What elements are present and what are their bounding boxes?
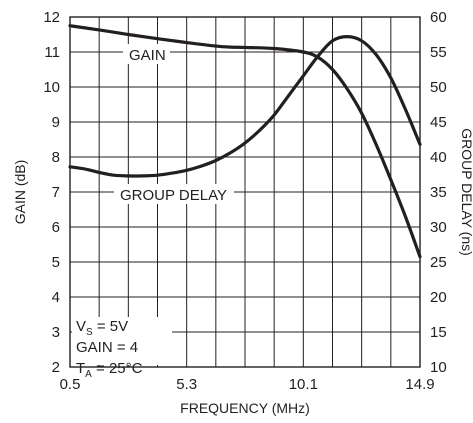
- condition-ta: TA = 25°C: [76, 360, 143, 380]
- condition-gain: GAIN = 4: [76, 339, 138, 356]
- y-axis-right-label: GROUP DELAY (ns): [459, 128, 473, 256]
- group-delay-annotation-bg: [114, 184, 234, 204]
- y-right-tick-label: 35: [430, 184, 447, 201]
- y-axis-left-label: GAIN (dB): [12, 160, 28, 225]
- y-right-tick-label: 40: [430, 149, 447, 166]
- y-left-tick-label: 11: [44, 44, 60, 61]
- y-right-tick-label: 45: [430, 114, 447, 131]
- condition-vs: VS = 5V: [76, 318, 128, 338]
- group-delay-series-line: [68, 35, 422, 178]
- conditions-bg: [72, 317, 172, 365]
- y-left-tick-label: 8: [52, 149, 60, 166]
- y-left-tick-label: 10: [43, 79, 60, 96]
- y-right-tick-label: 25: [430, 254, 447, 271]
- y-left-tick-label: 7: [52, 184, 60, 201]
- y-left-tick-label: 5: [52, 254, 60, 271]
- gain-series-line: [68, 24, 422, 259]
- y-left-tick-label: 6: [52, 219, 60, 236]
- y-left-tick-label: 4: [52, 289, 60, 306]
- y-right-tick-label: 10: [430, 359, 447, 376]
- x-axis-label: FREQUENCY (MHz): [180, 400, 310, 416]
- y-right-tick-label: 60: [430, 9, 447, 26]
- gain-annotation: GAIN: [129, 47, 166, 64]
- x-tick-label: 0.5: [60, 376, 81, 393]
- y-left-tick-label: 3: [52, 324, 60, 341]
- y-right-tick-label: 15: [430, 324, 447, 341]
- y-right-tick-label: 55: [430, 44, 447, 61]
- plot-frame: [69, 16, 421, 368]
- y-right-tick-label: 30: [430, 219, 447, 236]
- y-left-tick-label: 12: [43, 9, 60, 26]
- y-right-tick-label: 20: [430, 289, 447, 306]
- group-delay-annotation: GROUP DELAY: [120, 187, 227, 204]
- x-tick-label: 5.3: [176, 376, 197, 393]
- y-right-tick-label: 50: [430, 79, 447, 96]
- y-left-tick-label: 2: [52, 359, 60, 376]
- x-tick-label: 14.9: [405, 376, 434, 393]
- gain-annotation-bg: [123, 44, 170, 64]
- x-tick-label: 10.1: [289, 376, 318, 393]
- y-left-tick-label: 9: [52, 114, 60, 131]
